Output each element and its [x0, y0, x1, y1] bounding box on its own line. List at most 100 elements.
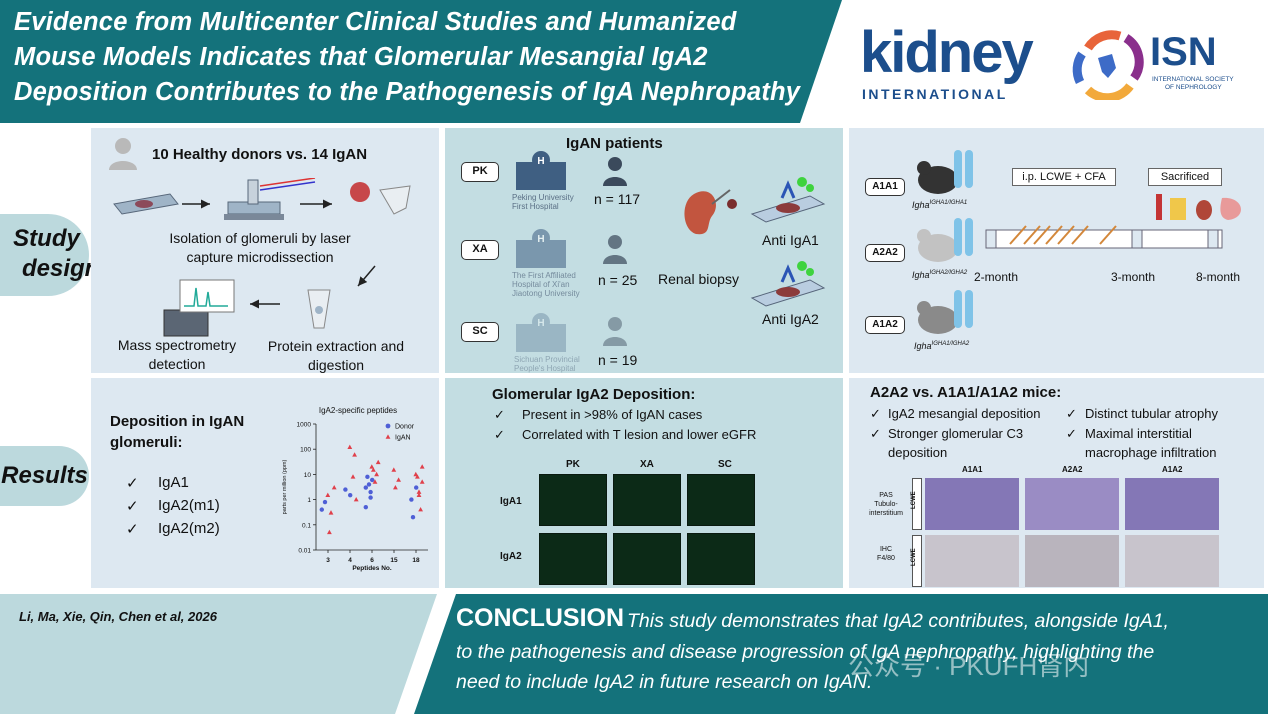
lcm-workflow-diagram: [113, 178, 411, 337]
isn-logo: ISN: [1150, 30, 1217, 74]
donor-point: [322, 499, 328, 505]
y-tick-label: 1000: [297, 422, 312, 429]
hospital-pk-name-2: First Hospital: [512, 202, 559, 211]
pas-image-a1a2: [1125, 478, 1219, 530]
timepoint-2-month: 2-month: [974, 270, 1019, 284]
legend-label: Donor: [395, 424, 415, 431]
donor-point: [409, 497, 414, 502]
timepoint-8-month: 8-month: [1196, 270, 1241, 284]
check-icon: ✓: [1066, 426, 1077, 441]
check-icon: ✓: [494, 427, 505, 442]
site-sc-tag: SC: [461, 322, 499, 342]
patient-xa-icon: [603, 235, 627, 264]
title-line-2: Mouse Models Indicates that Glomerular M…: [14, 43, 708, 71]
legend-label: IgAN: [395, 435, 411, 442]
igan-point: [371, 467, 376, 472]
igan-point: [328, 510, 334, 515]
check-icon: ✓: [126, 521, 139, 538]
check-icon: ✓: [870, 426, 881, 441]
mouse-a2a2-icon: [917, 218, 973, 262]
igan-point: [396, 477, 401, 482]
check-icon: ✓: [126, 475, 139, 492]
conclusion-line-2: to the pathogenesis and disease progress…: [456, 641, 1155, 663]
patient-pk-icon: [603, 157, 627, 186]
legend-igan-marker: [385, 434, 391, 439]
step2-line2: digestion: [307, 357, 365, 373]
patients-panel: [445, 128, 843, 373]
donor-point: [319, 507, 324, 512]
panel2-title: IgAN patients: [566, 135, 663, 152]
donor-point: [365, 474, 370, 480]
title-line-3: Deposition Contributes to the Pathogenes…: [14, 78, 801, 106]
if-image-pk-iga2: [539, 533, 607, 585]
igan-point: [327, 529, 332, 535]
n-xa: n = 25: [598, 272, 638, 288]
step3-line1: Mass spectrometry: [117, 337, 237, 353]
igan-point: [375, 459, 381, 465]
y-tick-label: 10: [304, 472, 312, 479]
svg-text:H: H: [537, 156, 544, 167]
check-icon: ✓: [494, 407, 505, 422]
if-image-xa-iga2: [613, 533, 681, 585]
slide-icon: [113, 193, 179, 215]
donor-point: [370, 477, 375, 483]
deposition-item-2: Correlated with T lesion and lower eGFR: [522, 427, 757, 442]
histo-col-a1a1: A1A1: [962, 465, 983, 474]
hospital-sc-name-2: People's Hospital: [514, 364, 576, 373]
histo-col-a1a2: A1A2: [1162, 465, 1183, 474]
ihc-image-a2a2: [1025, 535, 1119, 587]
check-icon: ✓: [1066, 406, 1077, 421]
hospital-pk-name-1: Peking University: [512, 193, 574, 202]
ip-injection-label: i.p. LCWE + CFA: [1012, 168, 1116, 186]
deposition-item-1: Present in >98% of IgAN cases: [522, 407, 703, 422]
timepoint-3-month: 3-month: [1111, 270, 1156, 284]
igan-point: [369, 464, 375, 469]
item-iga1: IgA1: [158, 474, 189, 491]
conclusion-label: CONCLUSION: [456, 604, 625, 632]
chart-title: IgA2-specific peptides: [319, 406, 397, 415]
panel4-title-1: Deposition in IgAN: [110, 413, 245, 430]
donor-point: [366, 482, 372, 487]
site-pk-tag: PK: [461, 162, 499, 182]
hospital-xa-icon: H: [516, 229, 566, 268]
if-image-sc-iga2: [687, 533, 755, 585]
donor-point: [410, 515, 416, 520]
title-line-1: Evidence from Multicenter Clinical Studi…: [14, 8, 737, 36]
kidney-biopsy-icon: [684, 189, 737, 235]
igan-point: [413, 471, 419, 477]
step3-line2: detection: [148, 356, 206, 372]
donor-point: [414, 485, 419, 490]
renal-biopsy-label: Renal biopsy: [658, 271, 739, 287]
mouse-a1a1-icon: [917, 150, 973, 194]
panel5-title: Glomerular IgA2 Deposition:: [492, 386, 696, 403]
person-icon: [109, 138, 137, 170]
microscope-icon: [224, 178, 316, 220]
ihc-image-a1a2: [1125, 535, 1219, 587]
col-sc: SC: [718, 459, 732, 470]
genotype-a2a2: IghaIGHA2/IGHA2: [912, 270, 968, 280]
igan-point: [374, 471, 379, 477]
igan-point: [352, 452, 357, 457]
igan-point: [353, 497, 359, 502]
title-banner: [0, 0, 842, 123]
lcwe-side-label-1: LCWE: [911, 478, 922, 530]
design-label: design: [22, 255, 100, 282]
mouse-tag-a1a1: A1A1: [865, 178, 905, 196]
igan-point: [415, 474, 420, 479]
study-design-label: Study design: [0, 214, 100, 296]
check-icon: ✓: [126, 498, 139, 515]
igan-point: [347, 444, 353, 450]
sample-icons: [1156, 194, 1241, 220]
chart-xlabel: Peptides No.: [352, 565, 392, 572]
hospital-pk-icon: H: [516, 151, 566, 190]
check-icon: ✓: [870, 406, 881, 421]
anti-iga2-label: Anti IgA2: [762, 311, 819, 327]
igan-point: [393, 484, 398, 490]
x-tick-label: 3: [326, 557, 330, 564]
mouse-right-item-3: macrophage infiltration: [1085, 445, 1217, 460]
step1-line1: Isolation of glomeruli by laser: [169, 230, 351, 246]
ihc-image-a1a1: [925, 535, 1019, 587]
svg-text:H: H: [537, 234, 544, 245]
legend-donor-marker: [385, 423, 391, 429]
study-label: Study: [13, 225, 80, 252]
